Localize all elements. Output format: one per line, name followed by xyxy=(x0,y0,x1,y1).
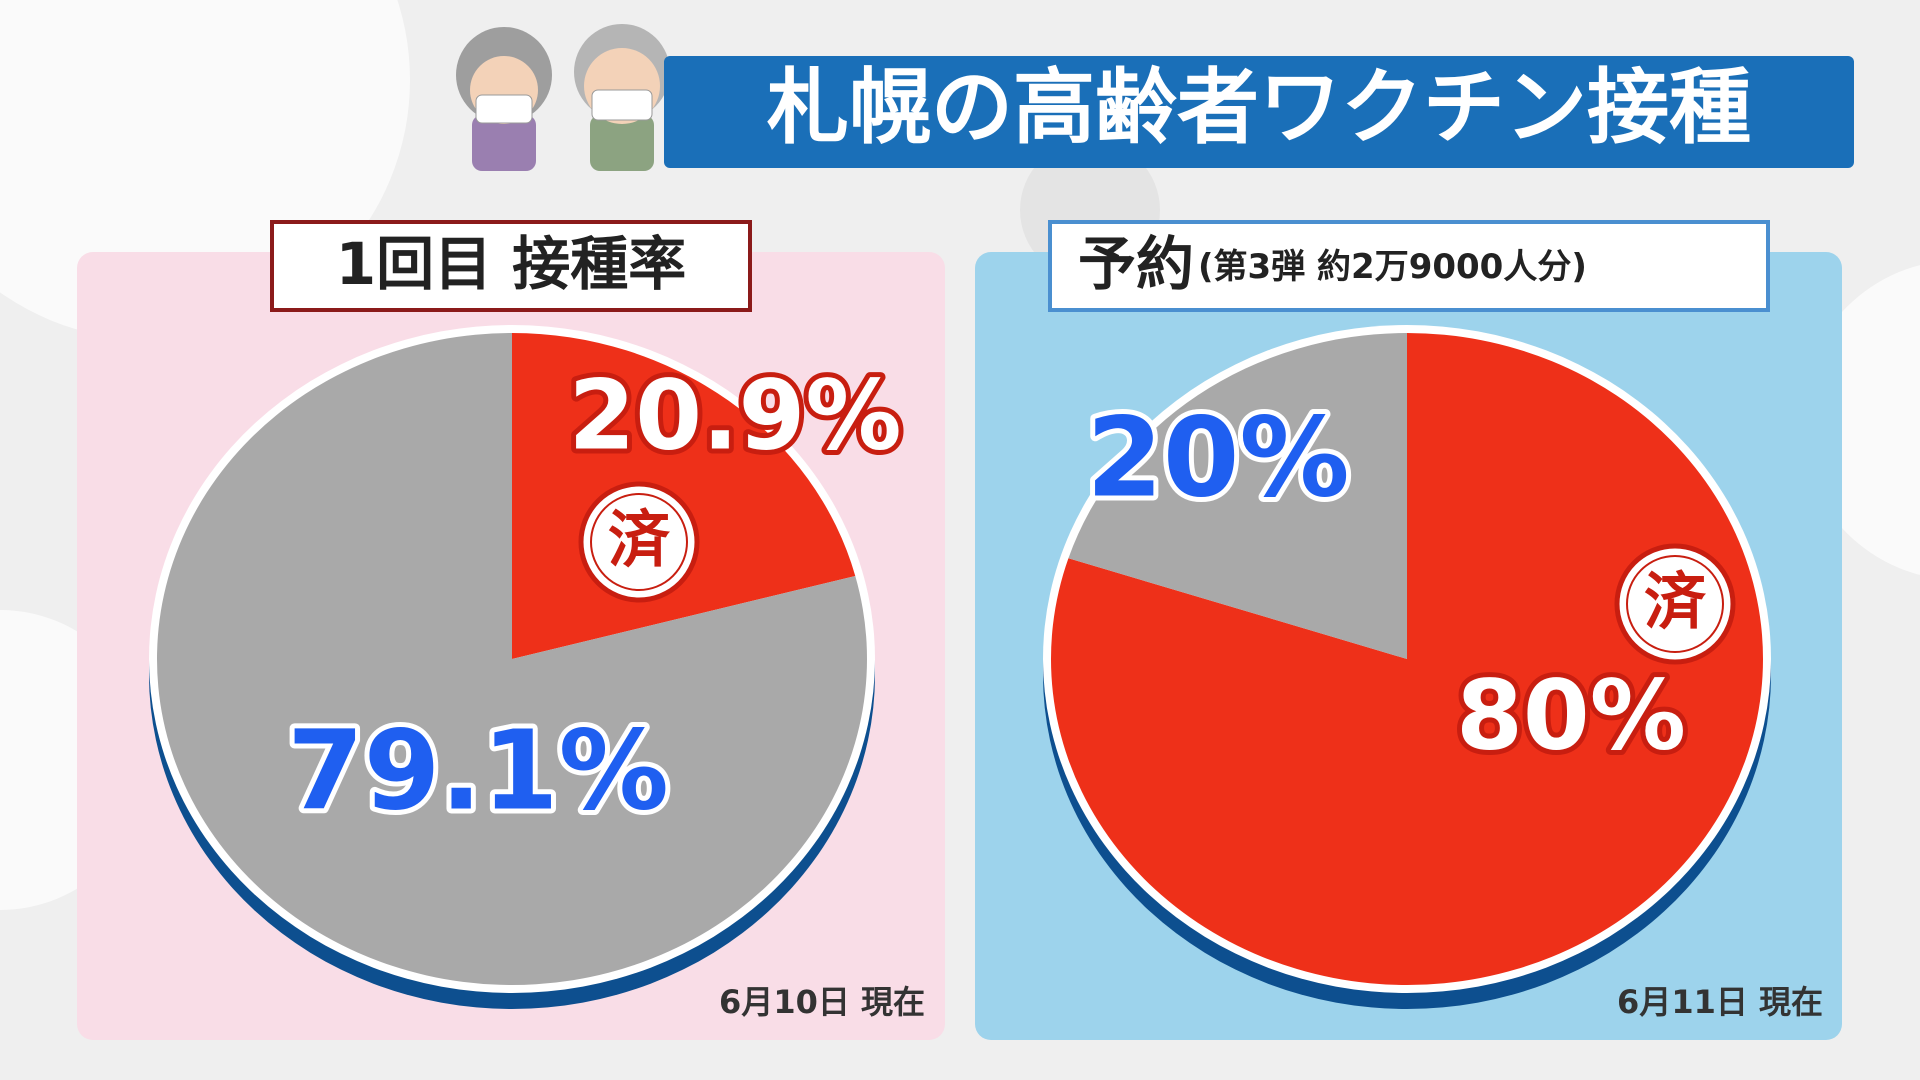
chart-title: 1回目 接種率 xyxy=(336,230,687,298)
pie-slice xyxy=(1068,333,1407,659)
chart-title: 予約 xyxy=(1078,230,1194,298)
data-label: 20.9% xyxy=(568,359,901,471)
data-label: 20% xyxy=(1086,393,1349,521)
chart-title-box xyxy=(1048,220,1770,312)
data-label: 80% xyxy=(1456,659,1686,771)
date-note: 6月10日 現在 xyxy=(719,983,925,1021)
data-label: 79.1% xyxy=(287,706,669,834)
chart-subtitle: (第3弾 約2万9000人分) xyxy=(1198,247,1587,287)
stamp-ring xyxy=(590,493,688,591)
stamp-ring xyxy=(578,481,700,603)
elderly-icons xyxy=(456,24,670,171)
pie-slice xyxy=(156,333,867,985)
date-note: 6月11日 現在 xyxy=(1617,983,1823,1021)
main-title: 札幌の高齢者ワクチン接種 xyxy=(767,60,1751,155)
pie-slice xyxy=(1050,333,1763,985)
stamp: 済 xyxy=(608,503,671,576)
chart-title-box xyxy=(270,220,752,312)
chart-title: 予約 (第3弾 約2万9000人分) xyxy=(1078,230,1587,298)
title-banner xyxy=(664,56,1854,168)
stamp-ring xyxy=(1626,555,1724,653)
stamp: 済 xyxy=(1644,565,1707,638)
stamp-ring xyxy=(1614,543,1736,665)
